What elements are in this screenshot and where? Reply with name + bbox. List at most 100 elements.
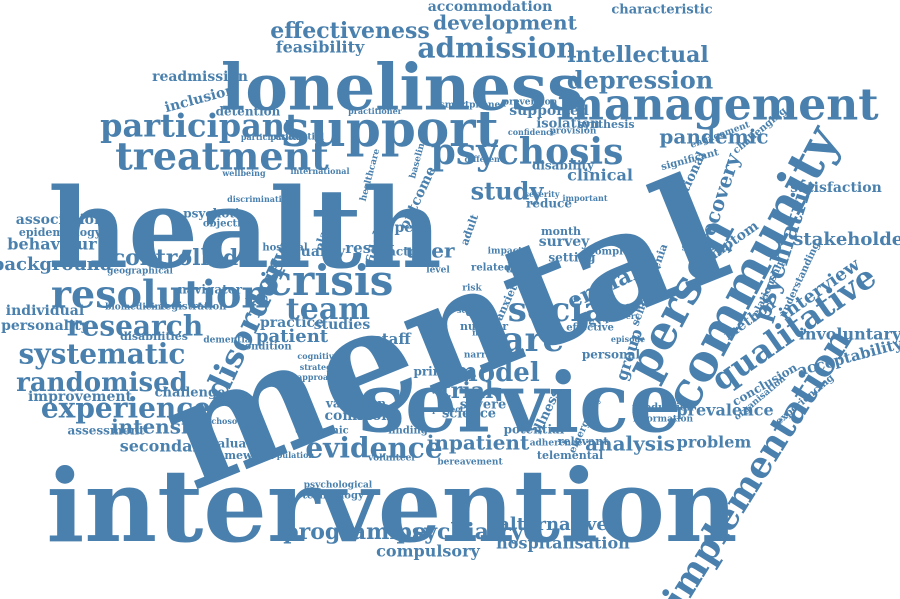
word-personal: personal <box>582 348 641 362</box>
word-loneliness: loneliness <box>221 51 583 126</box>
word-approach: approach <box>297 372 339 382</box>
word-self: self <box>416 312 449 331</box>
word-health: health <box>48 164 442 293</box>
word-confidence: confidence <box>508 127 556 137</box>
word-registration: registration <box>160 302 228 313</box>
word-development: development <box>433 11 577 35</box>
word-practice: practice <box>260 315 324 331</box>
word-objective: objective <box>203 219 253 230</box>
word-challenge: challenge <box>155 386 226 401</box>
word-framework: framework <box>207 449 274 462</box>
word-psychosis: psychosis <box>431 131 624 173</box>
word-management: management <box>557 80 879 131</box>
word-geographical: geographical <box>107 267 173 277</box>
word-impact: impact <box>488 247 524 257</box>
word-peer: peer <box>395 220 431 236</box>
word-randomised: randomised <box>16 368 188 398</box>
word-quality: quality <box>291 244 346 260</box>
word-dementia: dementia <box>203 336 250 346</box>
word-project: project <box>432 404 464 414</box>
word-production: production <box>632 403 694 414</box>
word-experience: experience <box>41 392 211 425</box>
word-risk: risk <box>462 284 482 294</box>
word-international: international <box>291 166 350 176</box>
word-psychotic: psychotic <box>183 207 247 221</box>
word-compulsory: compulsory <box>376 542 480 561</box>
word-supported: supported <box>509 103 589 119</box>
word-factor: factor <box>383 245 424 259</box>
word-different: different <box>464 154 503 164</box>
word-intellectual: intellectual <box>567 42 708 68</box>
word-analysis: analysis <box>585 432 675 456</box>
word-crisis: crisis <box>267 256 394 305</box>
word-sectional: sectional <box>682 243 733 254</box>
word-evidence: evidence <box>305 432 442 465</box>
word-systematic: systematic <box>19 338 186 371</box>
word-inpatient: inpatient <box>427 431 530 455</box>
word-involuntary: involuntary <box>799 325 900 344</box>
word-biomedicine: biomedicine <box>105 303 167 313</box>
word-pandemic: pandemic <box>659 125 768 149</box>
word-prevalence: prevalence <box>676 401 773 420</box>
word-potential: potential <box>504 423 565 437</box>
word-improvement: improvement <box>28 389 133 405</box>
word-condition: condition <box>238 342 292 353</box>
word-effective: effective <box>566 323 614 334</box>
word-month: month <box>541 225 581 238</box>
word-patient: patient <box>256 326 329 347</box>
word-psychosocial: psychosocial <box>197 416 254 426</box>
word-clinical: clinical <box>567 166 633 185</box>
word-science: science <box>442 407 496 422</box>
word-survey: survey <box>539 234 590 250</box>
word-level: level <box>426 266 450 276</box>
word-setting: setting <box>548 251 596 265</box>
word-alternative: alternative <box>498 514 608 535</box>
word-association: association <box>16 212 104 228</box>
word-common: common <box>324 408 391 424</box>
word-result: result <box>345 239 394 257</box>
word-characteristic: characteristic <box>611 3 712 18</box>
word-cognitive: cognitive <box>297 351 338 361</box>
word-team: team <box>286 292 370 327</box>
word-primary: primary <box>413 365 467 379</box>
word-hospital: hospital <box>262 243 307 254</box>
word-hospitalisation: hospitalisation <box>496 534 630 553</box>
word-severe: severe <box>460 398 507 413</box>
word-related: related <box>471 263 511 274</box>
word-telemental: telemental <box>537 449 603 462</box>
word-disability: disability <box>532 159 595 173</box>
word-unit: unit <box>505 262 533 276</box>
word-trial: trial <box>441 378 494 404</box>
word-economic: economic <box>295 426 349 437</box>
word-isolation: isolation <box>536 117 600 132</box>
word-prevention: prevention <box>503 98 558 108</box>
word-number: number <box>460 320 508 333</box>
word-support: support <box>281 99 498 158</box>
word-psychiatry: psychiatry <box>396 519 524 545</box>
word-resolution: resolution <box>51 272 269 317</box>
word-effectiveness: effectiveness <box>270 18 430 44</box>
word-care: care <box>482 320 564 360</box>
word-finding: finding <box>388 426 428 437</box>
word-model: model <box>450 358 540 388</box>
word-smartphone: smartphone <box>440 101 501 111</box>
word-intervention: intervention <box>46 447 737 565</box>
word-problem: problem <box>677 433 752 452</box>
word-technology: technology <box>302 491 365 502</box>
word-personality: personality <box>1 318 90 334</box>
word-episode: episode <box>611 334 645 344</box>
word-practitioner: practitioner <box>348 106 403 116</box>
word-service: service <box>359 355 681 451</box>
word-population: population <box>266 450 315 460</box>
word-research: research <box>67 310 203 343</box>
word-intensive: intensive <box>111 415 213 439</box>
word-important: important <box>562 193 607 203</box>
word-volunteer: volunteer <box>367 454 416 464</box>
word-provision: provision <box>550 127 597 137</box>
word-wellbeing: wellbeing <box>221 168 266 178</box>
word-admission: admission <box>417 32 576 65</box>
word-synthesis: synthesis <box>577 118 634 131</box>
word-treatment: treatment <box>115 134 329 179</box>
word-study: study <box>471 177 545 206</box>
word-controlled: controlled <box>112 245 239 271</box>
